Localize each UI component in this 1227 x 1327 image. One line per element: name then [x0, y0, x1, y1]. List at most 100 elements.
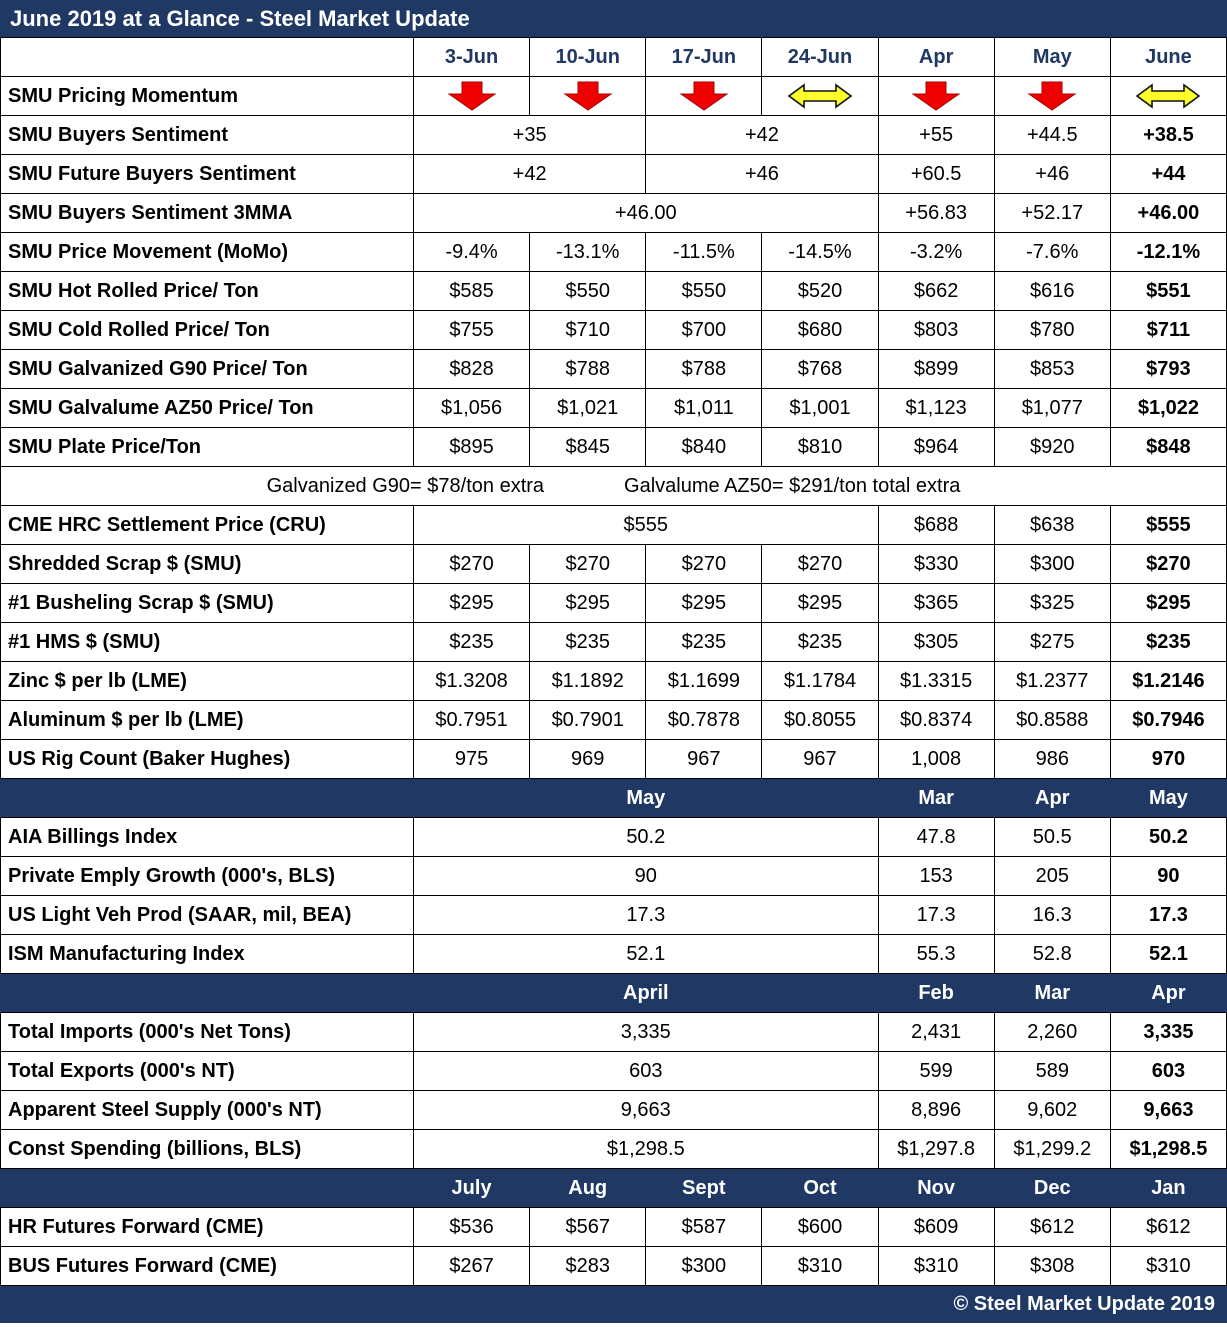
value-cell: $1,297.8 [877, 1129, 995, 1169]
note-cell: Galvanized G90= $78/ton extra Galvalume A… [0, 466, 1227, 506]
value-cell: $1.1892 [529, 661, 647, 701]
value-cell: $768 [761, 349, 879, 389]
momentum-cell [529, 76, 647, 116]
value-cell: $270 [1109, 544, 1227, 584]
subheader-month: Jan [1109, 1168, 1227, 1208]
value-cell: $680 [761, 310, 879, 350]
table-row: AIA Billings Index 50.2 47.8 50.5 50.2 [0, 817, 1227, 857]
value-cell: +55 [877, 115, 995, 155]
value-cell: 3,335 [1109, 1012, 1227, 1052]
value-cell: $803 [877, 310, 995, 350]
row-label: #1 HMS $ (SMU) [0, 622, 414, 662]
value-cell: 50.2 [1109, 817, 1227, 857]
value-cell: +42 [412, 154, 647, 194]
value-cell: $1,298.5 [413, 1129, 879, 1169]
glance-table: 3-Jun 10-Jun 17-Jun 24-Jun Apr May June SMU Pri… [0, 37, 1227, 1286]
value-cell: $895 [412, 427, 531, 467]
value-cell: $1,011 [645, 388, 763, 428]
value-cell: $567 [529, 1207, 647, 1247]
value-cell: -11.5% [645, 232, 763, 272]
row-label: Const Spending (billions, BLS) [0, 1129, 414, 1169]
value-cell: $1,001 [761, 388, 879, 428]
value-cell: $899 [877, 349, 995, 389]
column-header-24-jun: 24-Jun [761, 37, 879, 77]
table-row: Zinc $ per lb (LME) $1.3208 $1.1892 $1.1699… [0, 661, 1227, 701]
page-title: June 2019 at a Glance - Steel Market Upd… [0, 0, 1227, 37]
value-cell: $1.2377 [993, 661, 1111, 701]
value-cell: $295 [412, 583, 531, 623]
row-label: BUS Futures Forward (CME) [0, 1246, 414, 1286]
value-cell: $853 [993, 349, 1111, 389]
value-cell: 90 [413, 856, 879, 896]
column-header-june: June [1109, 37, 1227, 77]
table-row: SMU Galvanized G90 Price/ Ton $828 $788 $78… [0, 349, 1227, 389]
column-header-apr: Apr [877, 37, 995, 77]
value-cell: $295 [761, 583, 879, 623]
value-cell: $0.8588 [993, 700, 1111, 740]
row-label: Total Exports (000's NT) [0, 1051, 414, 1091]
table-row: #1 Busheling Scrap $ (SMU) $295 $295 $295 $2… [0, 583, 1227, 623]
value-cell: $555 [1109, 505, 1227, 545]
value-cell: $711 [1109, 310, 1227, 350]
red-down-arrow-icon [907, 81, 965, 111]
value-cell: +44 [1109, 154, 1227, 194]
value-cell: $551 [1109, 271, 1227, 311]
value-cell: $710 [529, 310, 647, 350]
subheader-month: July [412, 1168, 531, 1208]
note-text-2: Galvalume AZ50= $291/ton total extra [624, 474, 961, 497]
value-cell: $550 [529, 271, 647, 311]
value-cell: $555 [413, 505, 879, 545]
value-cell: $235 [645, 622, 763, 662]
value-cell: 47.8 [877, 817, 995, 857]
value-cell: $295 [529, 583, 647, 623]
value-cell: $0.7901 [529, 700, 647, 740]
value-cell: $788 [529, 349, 647, 389]
column-header-3-jun: 3-Jun [412, 37, 531, 77]
momentum-cell [993, 76, 1111, 116]
value-cell: $308 [993, 1246, 1111, 1286]
row-label: HR Futures Forward (CME) [0, 1207, 414, 1247]
month-subheader-row: May Mar Apr May [0, 778, 1227, 818]
value-cell: 9,602 [993, 1090, 1111, 1130]
row-label: SMU Hot Rolled Price/ Ton [0, 271, 414, 311]
value-cell: 2,431 [877, 1012, 995, 1052]
value-cell: $1,021 [529, 388, 647, 428]
table-row: SMU Galvalume AZ50 Price/ Ton $1,056 $1,02… [0, 388, 1227, 428]
row-label: Apparent Steel Supply (000's NT) [0, 1090, 414, 1130]
value-cell: -9.4% [412, 232, 531, 272]
table-row: Total Exports (000's NT) 603 599 589 603 [0, 1051, 1227, 1091]
table-row: US Rig Count (Baker Hughes) 975 969 967 967 1… [0, 739, 1227, 779]
value-cell: $587 [645, 1207, 763, 1247]
value-cell: $300 [993, 544, 1111, 584]
value-cell: $828 [412, 349, 531, 389]
value-cell: $920 [993, 427, 1111, 467]
value-cell: $845 [529, 427, 647, 467]
table-row: #1 HMS $ (SMU) $235 $235 $235 $235 $305 $275 $2… [0, 622, 1227, 662]
value-cell: $0.8374 [877, 700, 995, 740]
value-cell: 50.5 [993, 817, 1111, 857]
table-row: Aluminum $ per lb (LME) $0.7951 $0.7901 $0.… [0, 700, 1227, 740]
value-cell: +46 [993, 154, 1111, 194]
value-cell: +38.5 [1109, 115, 1227, 155]
value-cell: 50.2 [413, 817, 879, 857]
subheader-spacer [0, 1168, 414, 1208]
row-label: Shredded Scrap $ (SMU) [0, 544, 414, 584]
value-cell: $295 [1109, 583, 1227, 623]
subheader-month: Apr [1109, 973, 1227, 1013]
value-cell: 967 [645, 739, 763, 779]
copyright-footer: © Steel Market Update 2019 [0, 1286, 1227, 1323]
value-cell: -7.6% [993, 232, 1111, 272]
value-cell: $275 [993, 622, 1111, 662]
value-cell: 9,663 [1109, 1090, 1227, 1130]
value-cell: +35 [412, 115, 647, 155]
month-subheader-row: April Feb Mar Apr [0, 973, 1227, 1013]
value-cell: $638 [993, 505, 1111, 545]
value-cell: 603 [413, 1051, 879, 1091]
value-cell: $520 [761, 271, 879, 311]
value-cell: $270 [529, 544, 647, 584]
yellow-left-right-arrow-icon [1135, 82, 1201, 110]
row-label: US Light Veh Prod (SAAR, mil, BEA) [0, 895, 414, 935]
month-subheader-row: July Aug Sept Oct Nov Dec Jan [0, 1168, 1227, 1208]
value-cell: 599 [877, 1051, 995, 1091]
value-cell: $788 [645, 349, 763, 389]
